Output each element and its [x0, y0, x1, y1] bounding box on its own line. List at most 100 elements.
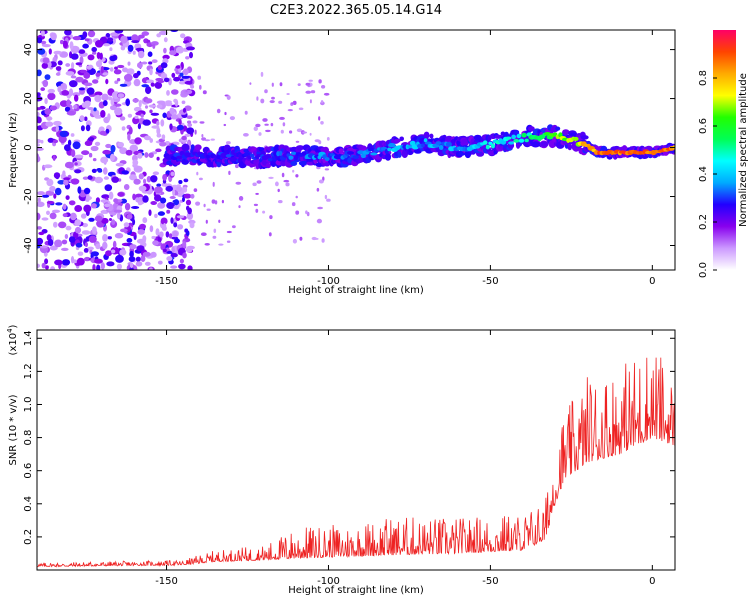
- noise-blob: [302, 131, 308, 134]
- noise-blob: [310, 90, 316, 94]
- noise-blob: [55, 66, 62, 71]
- ridge-halo: [299, 160, 308, 166]
- ridge-core: [485, 144, 490, 150]
- noise-blob: [40, 87, 45, 91]
- noise-blob: [166, 202, 175, 209]
- noise-blob: [156, 183, 162, 187]
- noise-blob: [37, 197, 41, 203]
- noise-blob: [268, 232, 272, 237]
- noise-blob: [235, 181, 242, 185]
- noise-blob: [80, 213, 87, 219]
- ridge-core: [505, 136, 512, 140]
- noise-blob: [107, 113, 111, 121]
- noise-blob: [262, 210, 266, 214]
- noise-blob: [59, 100, 69, 107]
- noise-blob: [156, 120, 160, 126]
- noise-blob: [282, 122, 286, 127]
- noise-blob: [95, 72, 101, 77]
- noise-blob: [49, 105, 58, 111]
- noise-blob: [103, 176, 109, 180]
- noise-blob: [111, 176, 119, 183]
- noise-blob: [126, 214, 133, 220]
- noise-blob: [39, 245, 48, 249]
- noise-blob: [149, 138, 153, 143]
- noise-blob: [129, 267, 134, 270]
- colorbar-tick-label: 0.2: [698, 214, 709, 230]
- noise-blob: [297, 83, 301, 86]
- noise-blob: [87, 246, 94, 251]
- noise-blob: [152, 43, 156, 49]
- noise-blob: [142, 119, 151, 126]
- noise-blob: [159, 231, 164, 238]
- noise-blob: [101, 93, 109, 102]
- noise-blob: [132, 265, 138, 270]
- noise-blob: [55, 72, 61, 76]
- ridge-core: [518, 138, 525, 143]
- noise-blob: [60, 39, 64, 45]
- noise-blob: [280, 129, 284, 134]
- noise-blob: [160, 72, 168, 79]
- noise-blob: [47, 238, 54, 247]
- noise-blob: [90, 251, 99, 257]
- noise-blob: [127, 133, 131, 141]
- noise-blob: [84, 140, 93, 146]
- noise-blob: [37, 69, 42, 77]
- ridge-halo: [540, 141, 549, 147]
- noise-blob: [226, 240, 231, 243]
- noise-blob: [193, 188, 198, 193]
- noise-blob: [117, 64, 125, 69]
- noise-blob: [184, 133, 191, 137]
- noise-blob: [181, 100, 186, 105]
- ridge-core: [290, 151, 297, 155]
- noise-blob: [55, 202, 63, 206]
- noise-blob: [63, 177, 71, 181]
- noise-blob: [70, 53, 79, 60]
- noise-blob: [318, 140, 322, 145]
- ridge-halo: [531, 141, 541, 148]
- noise-blob: [103, 43, 111, 47]
- noise-blob: [170, 217, 174, 224]
- noise-blob: [308, 79, 313, 82]
- ridge-halo: [429, 133, 434, 139]
- snr-panel: -150 -100 -50 0 0.2 0.4 0.6 0.8 1.0 1.2 1.4 Height…: [6, 324, 676, 596]
- noise-blob: [74, 94, 79, 102]
- noise-blob: [139, 223, 146, 230]
- noise-blob: [176, 186, 182, 192]
- noise-blob: [82, 176, 89, 180]
- noise-blob: [110, 32, 119, 37]
- spectrogram-frame: [36, 29, 676, 271]
- noise-blob: [119, 83, 128, 87]
- noise-blob: [157, 202, 166, 209]
- noise-blob: [77, 186, 82, 194]
- noise-blob: [171, 246, 175, 253]
- noise-blob: [87, 54, 95, 61]
- x-tick-label: 0: [649, 276, 655, 287]
- noise-blob: [113, 209, 123, 213]
- noise-blob: [137, 229, 145, 235]
- noise-blob: [178, 119, 182, 125]
- noise-blob: [279, 116, 285, 120]
- noise-blob: [318, 79, 322, 84]
- noise-blob: [84, 38, 90, 42]
- ridge-core: [352, 155, 360, 159]
- ridge-halo: [181, 143, 190, 152]
- y-tick-label: 0: [23, 144, 34, 150]
- ridge-core: [491, 143, 495, 149]
- noise-blob: [99, 130, 107, 136]
- noise-blob: [83, 72, 91, 79]
- noise-blob: [162, 223, 167, 230]
- ridge-core: [286, 153, 291, 158]
- noise-blob: [320, 121, 324, 125]
- noise-blob: [170, 171, 175, 177]
- noise-blob: [59, 130, 69, 138]
- noise-blob: [142, 235, 147, 243]
- noise-blob: [81, 230, 91, 235]
- noise-blob: [124, 202, 131, 211]
- noise-blob: [83, 248, 89, 253]
- noise-blob: [70, 75, 77, 79]
- noise-blob: [150, 82, 155, 87]
- noise-blob: [309, 132, 312, 136]
- noise-blob: [162, 174, 168, 181]
- noise-blob: [202, 90, 207, 95]
